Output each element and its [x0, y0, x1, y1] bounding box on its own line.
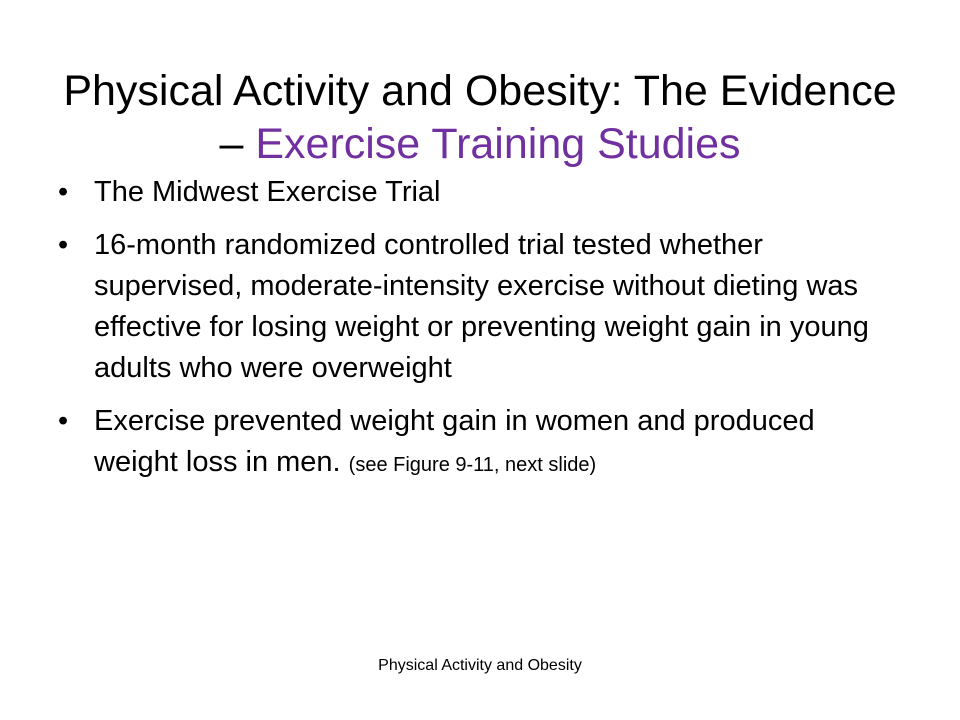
- slide-footer: Physical Activity and Obesity: [378, 657, 582, 674]
- slide-title-accent: Exercise Training Studies: [255, 119, 741, 168]
- bullet-text: Exercise prevented weight gain in women …: [94, 405, 815, 478]
- bullet-item: • 16-month randomized controlled trial t…: [58, 225, 888, 389]
- bullet-item: • Exercise prevented weight gain in wome…: [58, 401, 888, 486]
- bullet-dot-icon: •: [58, 405, 69, 437]
- bullet-note: (see Figure 9-11, next slide): [348, 454, 597, 476]
- slide-title-main: Physical Activity and Obesity: The Evide…: [63, 66, 897, 168]
- bullet-text: 16-month randomized controlled trial tes…: [94, 229, 869, 384]
- bullet-dot-icon: •: [58, 176, 69, 208]
- bullet-item: • The Midwest Exercise Trial: [58, 172, 888, 213]
- bullet-dot-icon: •: [58, 229, 69, 261]
- bullet-list: • The Midwest Exercise Trial • 16-month …: [58, 172, 888, 498]
- bullet-text: The Midwest Exercise Trial: [94, 176, 441, 208]
- slide-title: Physical Activity and Obesity: The Evide…: [60, 65, 900, 171]
